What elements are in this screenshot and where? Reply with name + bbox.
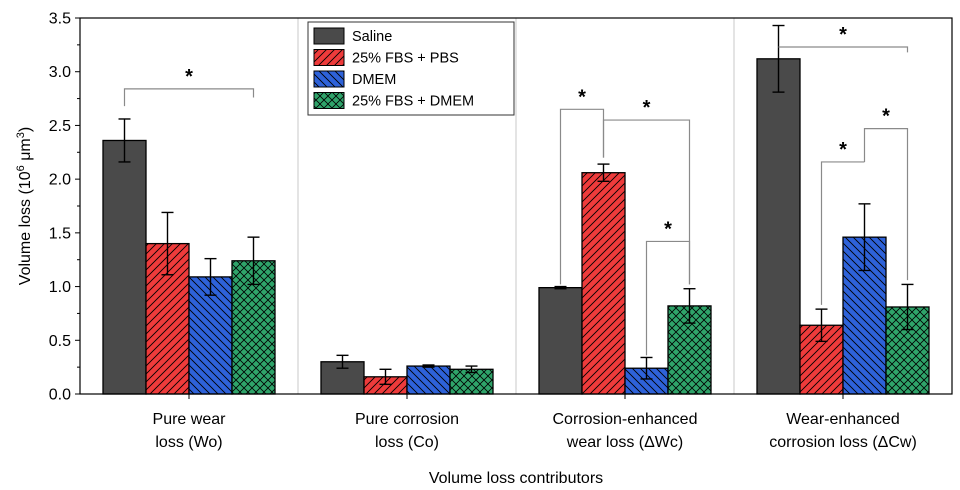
bar-fill <box>539 287 582 394</box>
legend-label: 25% FBS + PBS <box>352 51 459 67</box>
x-tick-label: loss (Co) <box>375 434 439 451</box>
y-tick-label: 0.0 <box>49 387 71 404</box>
legend-label: DMEM <box>352 72 396 88</box>
significance-bracket <box>820 161 865 305</box>
legend-label: 25% FBS + DMEM <box>352 94 474 110</box>
bar-hatch <box>450 369 493 394</box>
x-tick-label: Corrosion-enhanced <box>553 411 698 428</box>
legend: Saline 25% FBS + PBS DMEM 25% FBS + DMEM <box>307 21 515 116</box>
significance-bracket <box>602 119 691 285</box>
legend-swatch-border <box>313 27 345 45</box>
x-tick-label: Wear-enhanced <box>786 411 900 428</box>
significance-bracket <box>123 88 255 107</box>
significance-star: * <box>643 97 651 119</box>
x-tick-label: wear loss (ΔWc) <box>566 434 683 451</box>
y-tick-label: 3.0 <box>49 64 71 81</box>
bar-fill <box>757 58 800 395</box>
significance-bracket <box>778 46 909 53</box>
legend-swatch-hatch <box>314 71 344 87</box>
x-axis-title: Volume loss contributors <box>429 470 603 487</box>
legend-swatch-hatch <box>314 92 344 109</box>
significance-bracket <box>863 128 909 281</box>
y-tick-label: 2.0 <box>49 172 71 189</box>
y-tick-label: 1.0 <box>49 279 71 296</box>
y-axis-title: Volume loss (106 μm3) <box>15 127 34 285</box>
significance-star: * <box>839 24 847 46</box>
significance-star: * <box>839 139 847 161</box>
legend-swatch-border <box>313 92 345 109</box>
legend-swatch-hatch <box>314 49 344 66</box>
y-tick-label: 3.5 <box>49 11 71 28</box>
significance-star: * <box>578 86 586 108</box>
x-tick-label: Pure corrosion <box>355 411 459 428</box>
y-tick-label: 1.5 <box>49 225 71 242</box>
y-tick-label: 0.5 <box>49 333 71 350</box>
significance-star: * <box>882 106 890 128</box>
x-tick-label: loss (Wo) <box>155 434 222 451</box>
legend-swatch-border <box>313 70 345 88</box>
bar-hatch <box>407 366 450 394</box>
legend-swatch-border <box>313 49 345 66</box>
legend-label: Saline <box>352 29 392 45</box>
bar-hatch <box>189 276 232 394</box>
significance-star: * <box>185 66 193 88</box>
bar-hatch <box>582 172 625 394</box>
x-tick-label: corrosion loss (ΔCw) <box>769 434 917 451</box>
x-tick-label: Pure wear <box>153 411 227 428</box>
bar-fill <box>103 140 146 394</box>
legend-swatch <box>314 28 344 44</box>
bar-hatch <box>364 376 407 394</box>
significance-bracket <box>645 240 691 356</box>
significance-star: * <box>664 218 672 240</box>
y-tick-label: 2.5 <box>49 118 71 135</box>
